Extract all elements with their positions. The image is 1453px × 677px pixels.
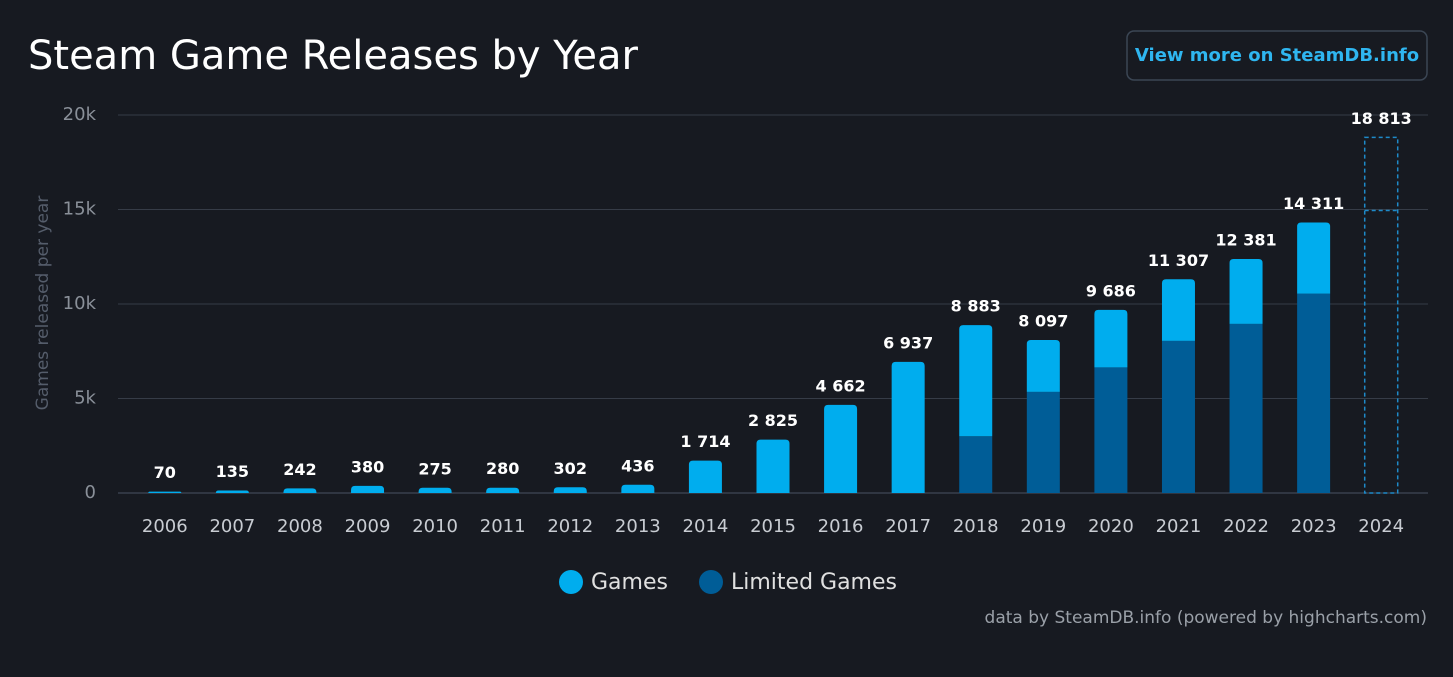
legend-marker [699, 570, 723, 594]
projection-bar [1363, 136, 1399, 494]
bar-segment [418, 487, 452, 493]
x-tick-label: 2020 [1088, 516, 1134, 537]
bar-segment [1094, 367, 1128, 493]
total-label: 12 381 [1215, 230, 1276, 249]
y-tick-label: 15k [63, 199, 97, 220]
x-tick-label: 2006 [142, 516, 188, 537]
total-label: 2 825 [748, 411, 798, 430]
bar-segment [1229, 323, 1263, 493]
total-label: 302 [554, 459, 587, 478]
bar-segment [1026, 391, 1060, 493]
legend-label: Limited Games [731, 570, 897, 595]
x-tick-label: 2017 [885, 516, 931, 537]
total-label: 4 662 [816, 376, 866, 395]
chart-title: Steam Game Releases by Year [28, 33, 639, 79]
x-tick-label: 2021 [1156, 516, 1202, 537]
x-tick-label: 2010 [412, 516, 458, 537]
legend-marker [559, 570, 583, 594]
total-label: 70 [154, 463, 176, 482]
total-label: 8 883 [951, 297, 1001, 316]
bar-segment [959, 325, 993, 437]
bar-segment [148, 491, 182, 493]
total-label: 11 307 [1148, 251, 1209, 270]
bar-segment [1229, 258, 1263, 324]
x-tick-label: 2015 [750, 516, 796, 537]
y-tick-label: 0 [85, 482, 96, 503]
button-frame[interactable] [1126, 30, 1428, 81]
x-tick-label: 2014 [683, 516, 729, 537]
link-button[interactable]: View more on SteamDB.info [1126, 30, 1428, 81]
bar-segment [1297, 293, 1331, 493]
bar-segment [1161, 340, 1195, 493]
total-label: 6 937 [883, 333, 933, 352]
bar-segment [553, 487, 587, 493]
bar-segment [621, 484, 655, 493]
credit: data by SteamDB.info (powered by highcha… [985, 608, 1427, 628]
x-tick-label: 2018 [953, 516, 999, 537]
y-tick-label: 10k [63, 293, 97, 314]
bar-segment [1161, 279, 1195, 341]
x-tick-label: 2024 [1358, 516, 1404, 537]
bar-segment [1297, 222, 1331, 294]
x-tick-label: 2007 [209, 516, 255, 537]
total-label: 1 714 [680, 432, 730, 451]
x-tick-label: 2013 [615, 516, 661, 537]
total-label: 8 097 [1018, 311, 1068, 330]
total-label: 436 [621, 456, 654, 475]
total-label: 14 311 [1283, 194, 1344, 213]
total-label: 380 [351, 457, 384, 476]
bar-segment [283, 488, 317, 493]
total-label: 18 813 [1351, 109, 1412, 128]
x-tick-label: 2009 [345, 516, 391, 537]
total-label: 135 [216, 462, 249, 481]
bar-segment [824, 404, 858, 493]
total-label: 280 [486, 459, 519, 478]
y-tick-label: 20k [63, 104, 97, 125]
total-label: 9 686 [1086, 281, 1136, 300]
y-axis-title: Games released per year [33, 196, 53, 411]
x-tick-label: 2016 [818, 516, 864, 537]
bar-segment [756, 439, 790, 493]
x-tick-label: 2008 [277, 516, 323, 537]
bar-segment [1094, 309, 1128, 368]
bar-segment [215, 490, 249, 493]
bar-segment [486, 487, 520, 493]
x-tick-label: 2011 [480, 516, 526, 537]
y-tick-label: 5k [74, 388, 96, 409]
legend-label: Games [591, 570, 668, 595]
total-label: 275 [418, 459, 451, 478]
x-tick-label: 2023 [1291, 516, 1337, 537]
bar-segment [688, 460, 722, 493]
x-tick-label: 2012 [547, 516, 593, 537]
total-label: 242 [283, 460, 316, 479]
bar-segment [891, 361, 925, 493]
button-label[interactable]: View more on SteamDB.info [1135, 45, 1419, 66]
bar-segment [1026, 339, 1060, 392]
x-tick-label: 2022 [1223, 516, 1269, 537]
x-tick-label: 2019 [1020, 516, 1066, 537]
bar-segment [959, 436, 993, 493]
bar-segment [351, 485, 385, 493]
